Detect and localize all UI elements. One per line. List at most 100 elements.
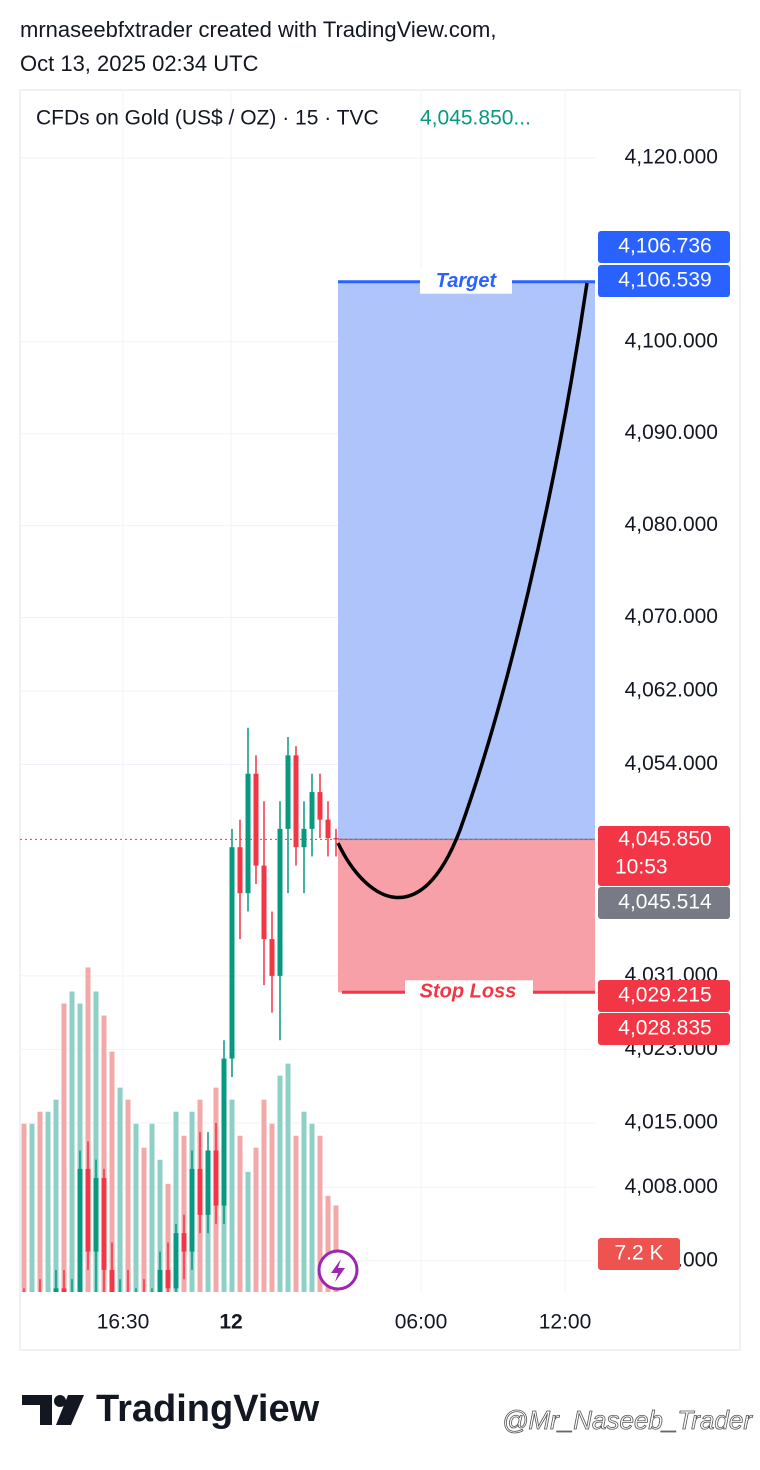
price-tag-label: 4,029.215 [618, 984, 711, 1007]
watermark: @Mr_Naseeb_Trader [502, 1405, 753, 1435]
volume-bar [109, 1051, 115, 1292]
volume-bar [141, 1147, 147, 1292]
volume-bar [61, 1003, 67, 1292]
price-tag [598, 887, 730, 919]
y-tick-label: 4,100.000 [625, 329, 718, 352]
candle-body [85, 1168, 91, 1252]
candle-body [93, 1178, 99, 1252]
candle-body [325, 819, 331, 839]
price-tag [598, 231, 730, 263]
candle-body [293, 755, 299, 848]
volume-bar [77, 1003, 83, 1292]
candle-body [53, 1288, 59, 1292]
candle-body [245, 773, 251, 894]
candle-body [46, 1316, 51, 1334]
y-tick-label: 4,070.000 [625, 605, 718, 628]
candle-body [157, 1269, 163, 1292]
price-tag-label: 4,106.736 [618, 235, 711, 258]
volume-bar [37, 1111, 43, 1292]
volume-bar [285, 1063, 291, 1292]
logo-text: TradingView [96, 1388, 320, 1430]
price-tag-label: 4,045.514 [618, 891, 712, 914]
countdown: 10:53 [615, 856, 668, 879]
stop-label: Stop Loss [420, 981, 517, 1003]
candle-body [253, 773, 259, 866]
candle-body [237, 847, 243, 894]
volume-bar [165, 1183, 171, 1292]
candle-body [109, 1269, 115, 1292]
candle-body [277, 828, 283, 976]
volume-bar [69, 991, 75, 1292]
candle-body [269, 939, 275, 976]
volume-bar [261, 1099, 267, 1292]
volume-bar [125, 1099, 131, 1292]
candle-body [333, 838, 339, 840]
x-tick-label: 16:30 [97, 1311, 150, 1334]
candle-body [309, 792, 315, 829]
x-tick-label: 12:00 [539, 1311, 592, 1334]
candle-body [229, 847, 235, 1059]
candle-body [317, 792, 323, 820]
y-tick-label: 4,008.000 [625, 1175, 718, 1198]
volume-bar [317, 1135, 323, 1292]
candle-body [181, 1233, 187, 1252]
candle-body [38, 1307, 43, 1335]
candle-body [205, 1150, 211, 1215]
candle-body [197, 1168, 203, 1215]
volume-bar [173, 1111, 179, 1292]
y-tick-label: 4,080.000 [625, 513, 718, 536]
volume-bar [325, 1195, 331, 1292]
target-zone [338, 281, 595, 840]
price-tag [598, 826, 730, 886]
volume-bar [229, 1099, 235, 1292]
volume-bar [245, 1171, 251, 1292]
chart-frame [19, 89, 741, 1351]
candle-body [261, 865, 267, 940]
candle-body [61, 1288, 67, 1292]
candle-body [285, 755, 291, 829]
y-tick-label: 4,015.000 [625, 1110, 718, 1133]
candle-body [173, 1233, 179, 1289]
price-tag [598, 980, 730, 1012]
y-tick-label: 4,120.000 [625, 146, 718, 169]
volume-bar [157, 1159, 163, 1292]
volume-bar [117, 1087, 123, 1292]
volume-tag-label: 7.2 K [614, 1242, 663, 1265]
projection-curve [336, 282, 589, 900]
volume-bar [21, 1123, 27, 1292]
candle-body [70, 1298, 75, 1326]
volume-bar [253, 1147, 259, 1292]
y-tick-label: 4,062.000 [625, 679, 718, 702]
candle-body [165, 1269, 171, 1289]
volume-bar [309, 1123, 315, 1292]
price-tag [598, 1013, 730, 1045]
volume-bar [133, 1123, 139, 1292]
candle-body [221, 1058, 227, 1206]
candle-body [150, 1298, 155, 1335]
y-tick-label: 4,054.000 [625, 752, 718, 775]
candle-body [301, 828, 307, 848]
candle-body [213, 1150, 219, 1206]
symbol-title: CFDs on Gold (US$ / OZ) · 15 · TVC [36, 107, 379, 130]
series [20, 90, 595, 1335]
volume-bar [333, 1205, 339, 1292]
volume-bar [277, 1075, 283, 1292]
candle-body [30, 1307, 35, 1325]
volume-bar [181, 1135, 187, 1292]
candle-body [118, 1298, 123, 1307]
stop-zone [338, 839, 595, 993]
target-label-bg [420, 269, 512, 294]
candle-body [101, 1178, 107, 1270]
lightning-bolt [331, 1259, 345, 1282]
y-tick-label: 4,090.000 [625, 421, 718, 444]
price-tag-label: 4,045.850 [618, 828, 711, 851]
volume-tag [598, 1238, 680, 1270]
stop-label-bg [405, 980, 533, 1005]
date: Oct 13, 2025 02:34 UTC [20, 51, 259, 76]
x-tick-label: 06:00 [395, 1311, 448, 1334]
price-tag-label: 4,028.835 [618, 1017, 711, 1040]
volume-bar [101, 1015, 107, 1292]
x-tick-label: 12 [219, 1311, 242, 1334]
